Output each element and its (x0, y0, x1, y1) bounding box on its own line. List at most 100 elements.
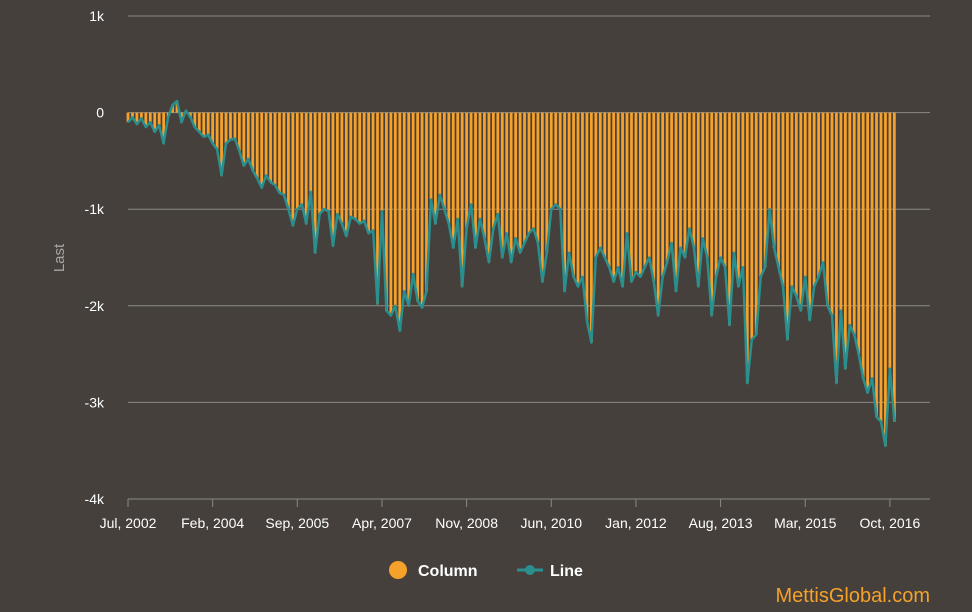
legend-item-column[interactable]: Column (389, 561, 478, 580)
column-bar (251, 112, 255, 171)
column-bar (852, 112, 856, 335)
column-bar (589, 112, 593, 343)
series-line (127, 99, 896, 448)
column-bar (763, 112, 767, 268)
column-series (126, 101, 896, 446)
column-bar (563, 112, 567, 292)
column-bar (549, 112, 553, 210)
column-bar (639, 112, 642, 277)
column-bar (304, 112, 308, 224)
column-bar (197, 112, 201, 132)
y-tick-label: -3k (85, 394, 105, 410)
column-bar (238, 112, 241, 152)
column-bar (505, 112, 509, 234)
column-bar (393, 112, 397, 306)
column-bar (309, 112, 313, 192)
column-bar (532, 112, 535, 229)
column-bar (460, 112, 464, 287)
x-tick-label: Apr, 2007 (352, 515, 412, 531)
column-bar (607, 112, 611, 268)
column-bar (336, 112, 339, 215)
column-bar (705, 112, 709, 258)
column-bar (870, 112, 874, 379)
column-bar (483, 112, 486, 239)
column-bar (830, 112, 834, 316)
column-bar (728, 112, 731, 326)
column-bar (135, 112, 139, 125)
column-bar (291, 112, 295, 226)
column-bar (523, 112, 526, 244)
column-bar (496, 112, 500, 215)
column-bar (264, 112, 268, 176)
column-bar (331, 112, 335, 246)
column-bar (487, 112, 491, 263)
column-bar (500, 112, 504, 258)
column-bar (465, 112, 469, 229)
column-bar (327, 112, 330, 212)
column-bar (407, 112, 411, 306)
column-bar (585, 112, 589, 321)
column-bar (781, 112, 785, 287)
y-tick-label: -4k (85, 491, 105, 507)
column-bar (260, 112, 264, 188)
column-bar (647, 112, 651, 258)
column-bar (255, 112, 259, 179)
column-bar (380, 112, 384, 212)
column-bar (621, 112, 624, 287)
column-bar (817, 112, 820, 277)
column-bar (888, 112, 892, 369)
column-bar (322, 112, 326, 210)
column-bar (278, 112, 281, 193)
legend-line-label: Line (550, 563, 583, 580)
column-bar (153, 112, 157, 132)
column-bar (772, 112, 776, 248)
column-bar (144, 112, 148, 128)
column-bar (358, 112, 362, 224)
column-bar (233, 112, 237, 139)
column-bar (220, 112, 223, 176)
column-bar (719, 112, 722, 258)
column-bar (313, 112, 317, 253)
column-bar (300, 112, 304, 205)
column-bar (536, 112, 540, 244)
column-bar (750, 112, 754, 340)
column-bar (349, 112, 353, 217)
y-tick-label: 1k (89, 8, 105, 24)
column-bar (723, 112, 727, 268)
column-bar (193, 112, 197, 128)
column-bar (202, 112, 206, 137)
column-bar (696, 112, 700, 287)
column-bar (157, 112, 161, 126)
column-bar (246, 112, 250, 159)
column-bar (616, 112, 620, 268)
column-bar (540, 112, 544, 282)
column-bar (688, 112, 691, 229)
legend: Column Line (389, 561, 583, 580)
column-bar (732, 112, 736, 253)
column-bar (491, 112, 495, 229)
column-bar (665, 112, 669, 263)
column-bar (340, 112, 344, 224)
column-bar (701, 112, 705, 239)
column-bar (171, 104, 174, 113)
column-bar (652, 112, 656, 282)
column-bar (777, 112, 780, 268)
column-bar (803, 112, 807, 277)
column-bar (514, 112, 518, 239)
column-bar (287, 112, 290, 210)
x-tick-label: Oct, 2016 (860, 515, 921, 531)
column-bar (603, 112, 607, 258)
column-bar (362, 112, 366, 221)
column-bar (790, 112, 794, 287)
column-bar (131, 112, 134, 118)
column-bar (425, 112, 428, 292)
column-bar (683, 112, 687, 258)
column-bar (353, 112, 357, 219)
column-bar (558, 112, 562, 210)
column-bar (786, 112, 789, 340)
y-axis: 1k 0 -1k -2k -3k -4k (85, 8, 105, 507)
column-bar (612, 112, 616, 282)
column-bar (759, 112, 763, 277)
column-bar (295, 112, 299, 210)
legend-item-line[interactable]: Line (517, 563, 583, 580)
